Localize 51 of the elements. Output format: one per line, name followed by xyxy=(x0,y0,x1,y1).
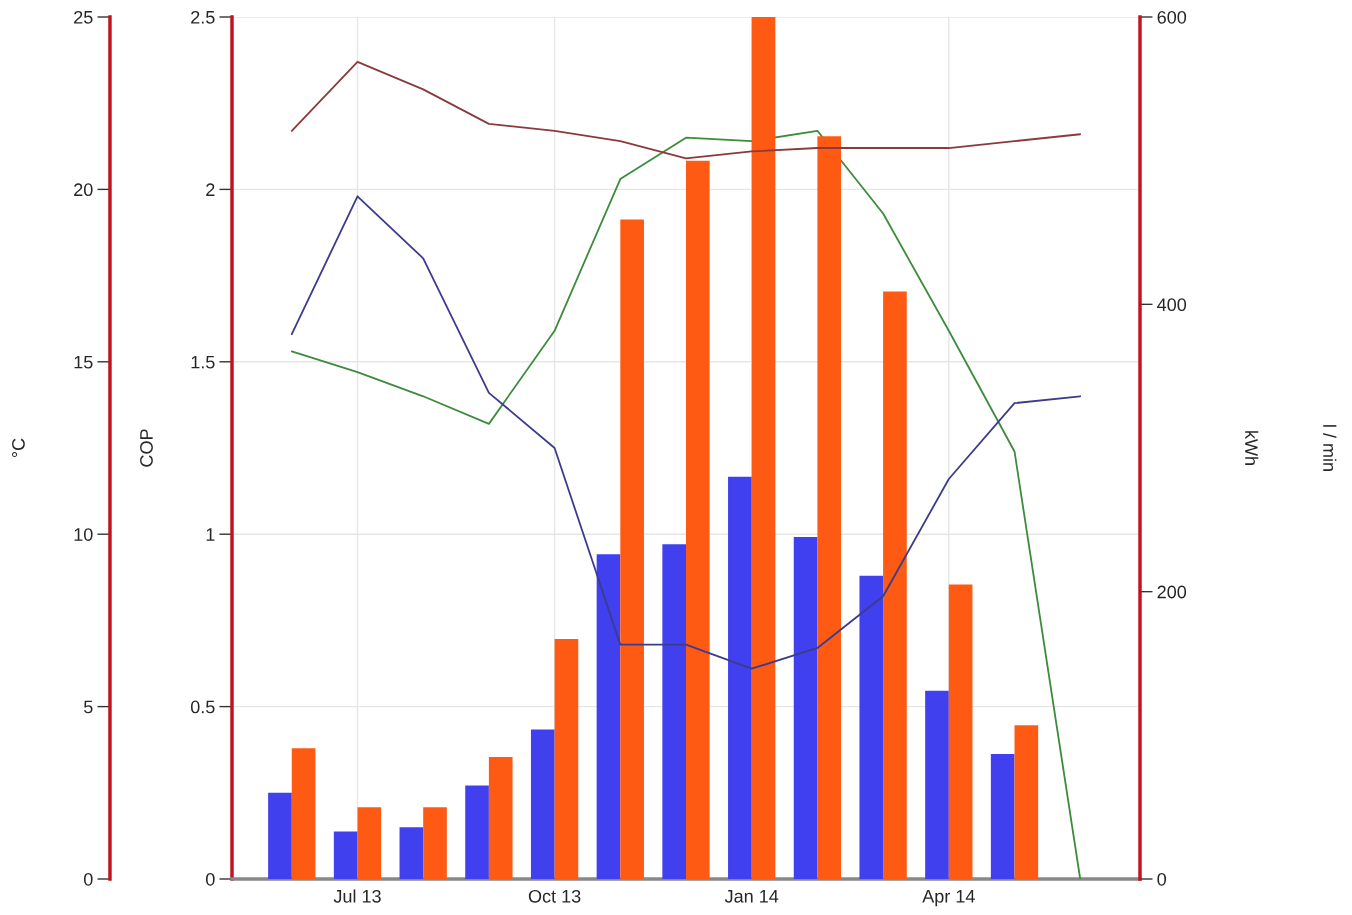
bar xyxy=(268,792,292,879)
bar xyxy=(925,690,949,879)
x-tick-label: Apr 14 xyxy=(922,890,975,907)
bar xyxy=(596,554,621,879)
y2-tick-label: 400 xyxy=(1157,298,1187,312)
x-tick-label: Jan 14 xyxy=(724,890,779,903)
bar xyxy=(399,827,424,879)
text: l / min xyxy=(1323,425,1337,471)
bar xyxy=(883,291,907,879)
y2-axis-title: kWh xyxy=(1245,431,1259,465)
bar xyxy=(488,756,513,879)
bar xyxy=(990,754,1015,879)
bar xyxy=(333,831,358,879)
y3-tick-label: 25 xyxy=(74,10,93,24)
bar xyxy=(357,807,382,879)
bar xyxy=(686,160,710,879)
y3-tick-label: 5 xyxy=(83,700,93,714)
y-tick-label: 2 xyxy=(206,183,215,196)
bar xyxy=(530,729,555,879)
x-tick-label: Jul 13 xyxy=(333,889,381,903)
y3-tick-label: 0 xyxy=(83,872,93,886)
bar xyxy=(948,584,973,879)
y2-tick-label: 600 xyxy=(1157,10,1187,24)
bar xyxy=(728,476,752,879)
y-axis-title: COP xyxy=(140,429,153,467)
y-tick-label: 1 xyxy=(206,528,215,541)
line-series xyxy=(290,60,1082,160)
y3-tick-label: 15 xyxy=(74,355,93,369)
bar xyxy=(423,807,447,879)
y3-axis-title: °C xyxy=(12,438,25,458)
x-tick-label: Oct 13 xyxy=(528,889,581,903)
bar xyxy=(465,785,489,879)
bar xyxy=(662,544,686,879)
y2-tick-label: 0 xyxy=(1157,872,1166,886)
bar xyxy=(554,639,579,879)
y3-tick-label: 10 xyxy=(74,528,93,541)
y-tick-label: 0 xyxy=(206,872,215,886)
y-tick-label: 2.5 xyxy=(191,10,215,24)
bar xyxy=(291,748,316,879)
bar xyxy=(620,219,644,879)
bar xyxy=(859,575,884,879)
y3-tick-label: 20 xyxy=(74,183,93,197)
line-series xyxy=(290,195,1082,670)
bar xyxy=(817,136,842,879)
y-tick-label: 1.5 xyxy=(191,355,215,369)
bar xyxy=(793,537,818,879)
y-tick-label: 0.5 xyxy=(190,700,215,714)
line-series xyxy=(290,129,1082,879)
bar xyxy=(1014,725,1039,879)
y2-tick-label: 200 xyxy=(1157,585,1187,599)
bar xyxy=(751,17,776,879)
